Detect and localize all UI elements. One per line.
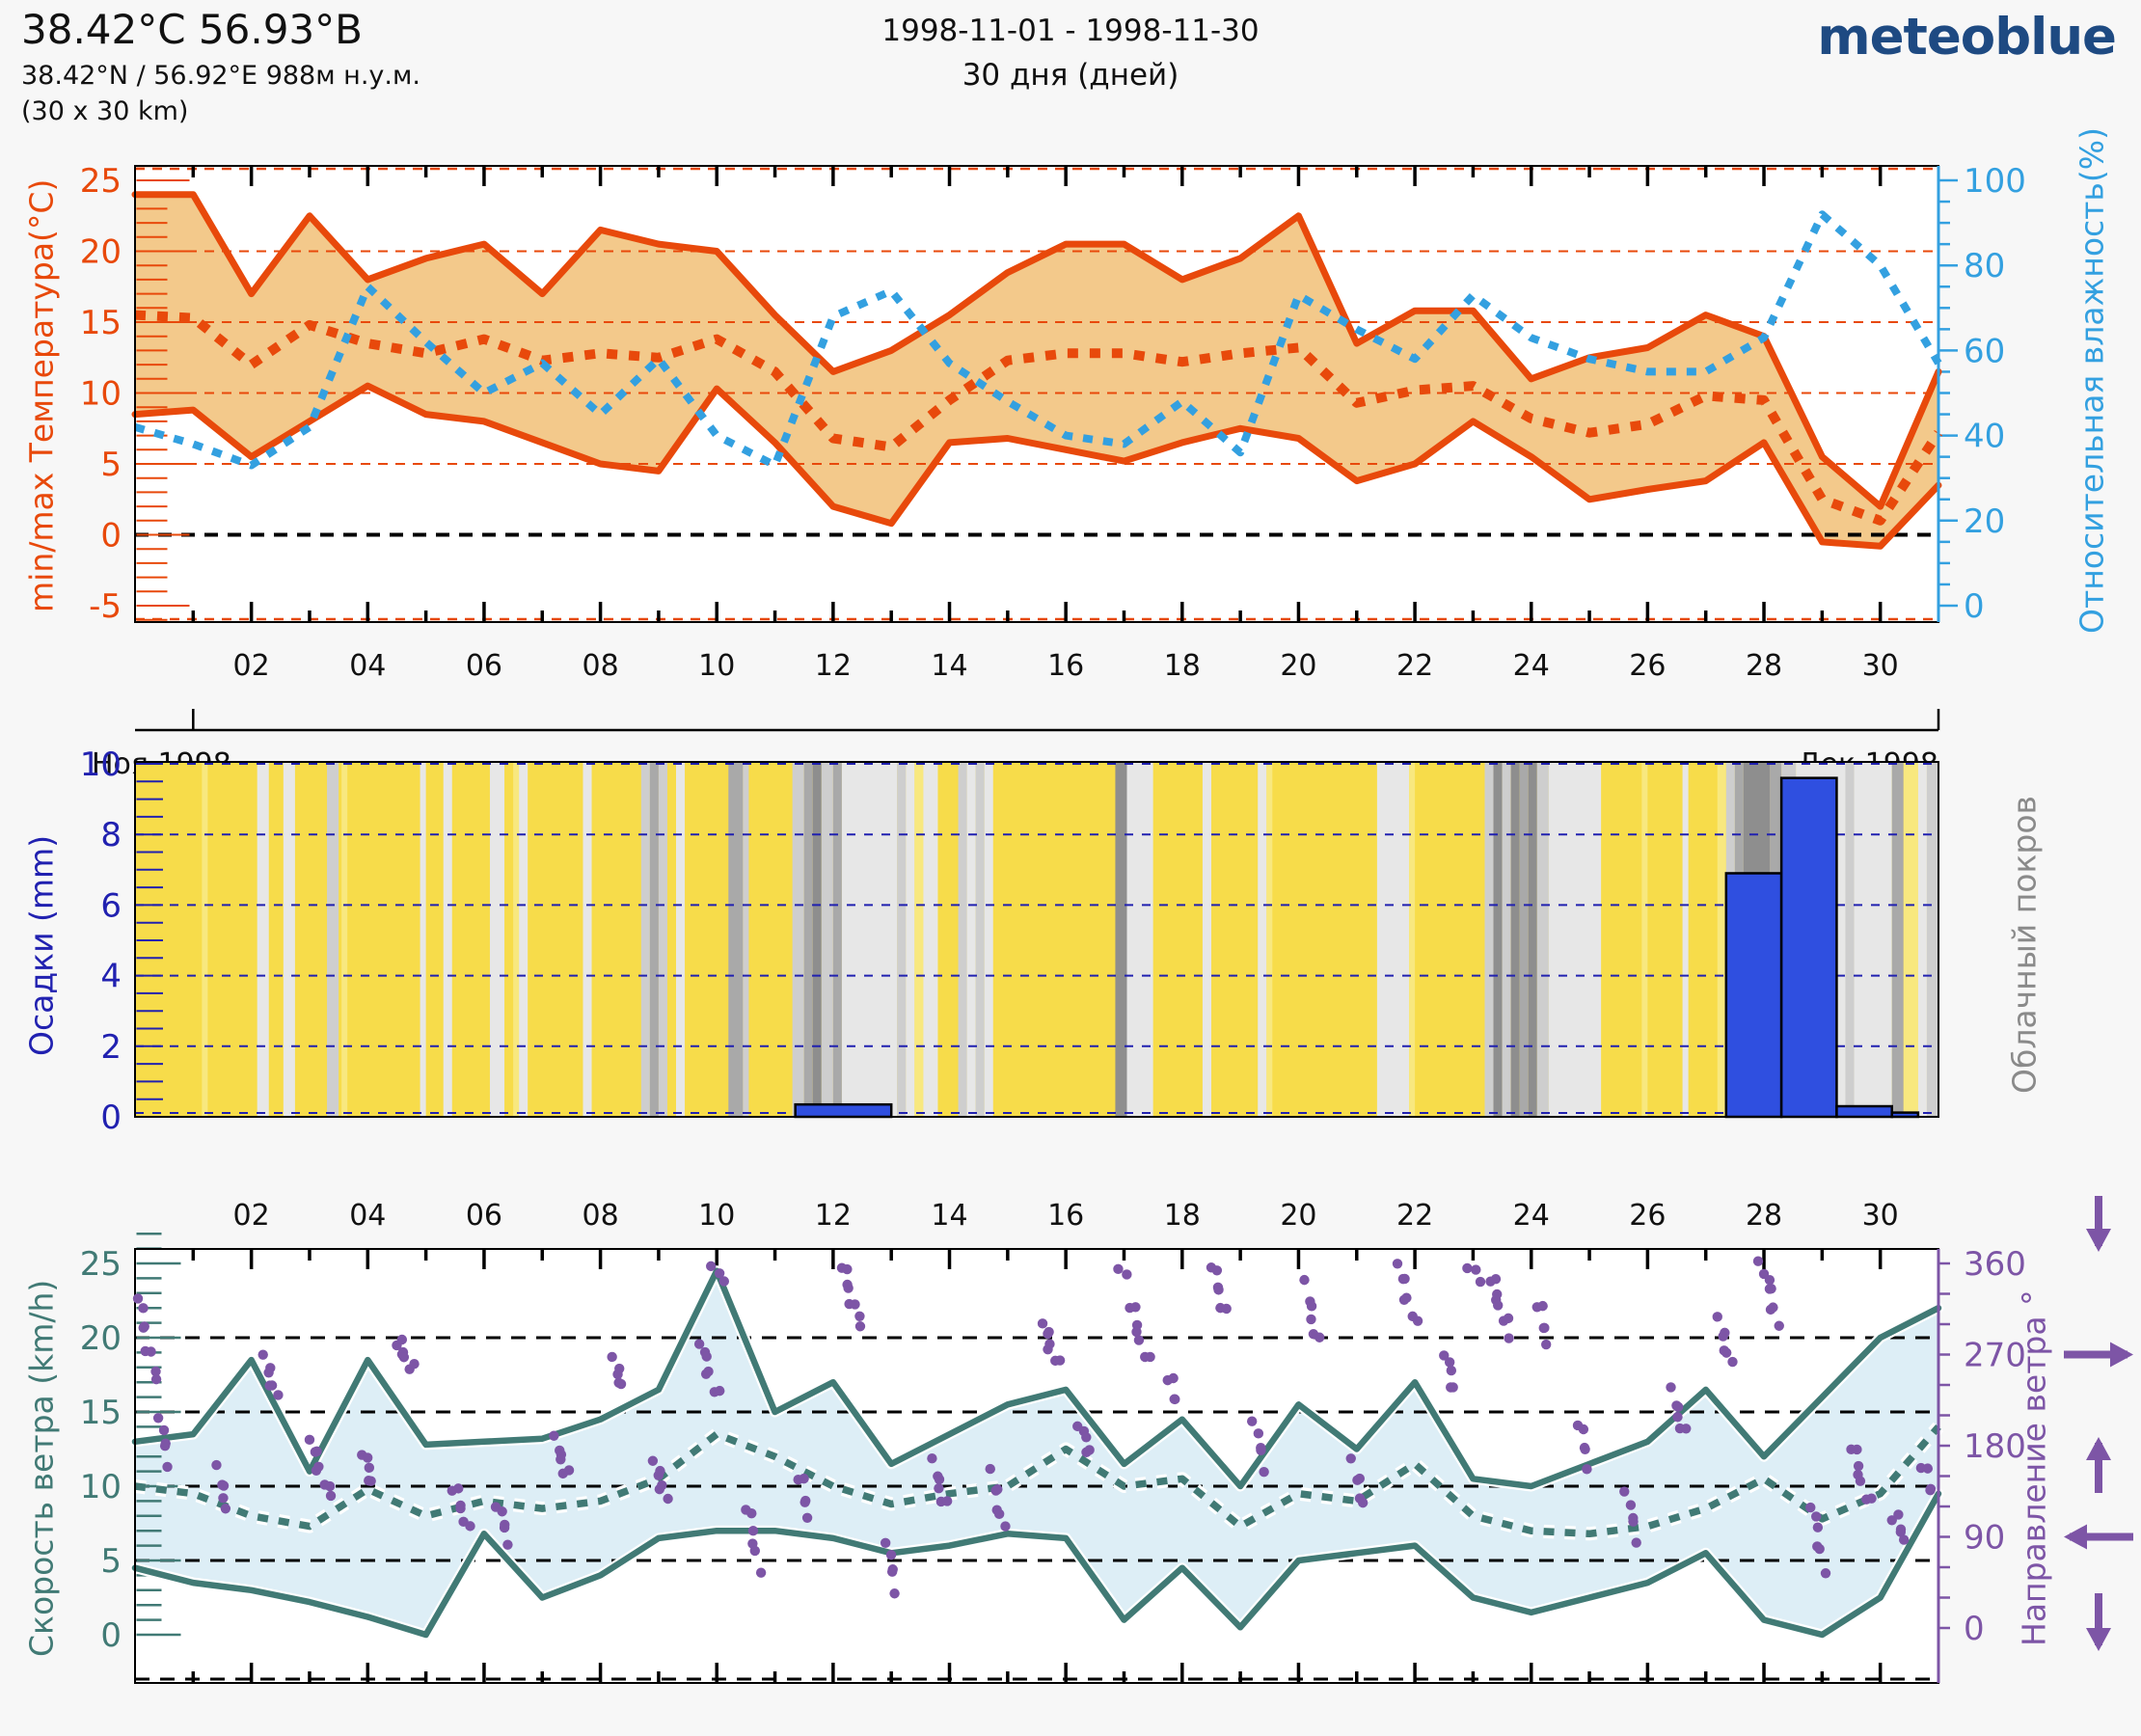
svg-text:16: 16 (1047, 1199, 1084, 1233)
period-block: 1998-11-01 - 1998-11-30 30 дня (дней) (588, 14, 1553, 93)
svg-text:02: 02 (233, 649, 270, 683)
svg-text:08: 08 (582, 649, 618, 683)
svg-text:04: 04 (349, 1199, 386, 1233)
svg-text:20: 20 (1280, 1199, 1316, 1233)
svg-text:10: 10 (80, 1468, 122, 1506)
svg-text:4: 4 (100, 958, 122, 996)
svg-text:04: 04 (349, 649, 386, 683)
svg-text:22: 22 (1396, 1199, 1433, 1233)
svg-text:20: 20 (80, 1319, 122, 1358)
svg-text:0: 0 (100, 517, 122, 556)
svg-text:06: 06 (466, 1199, 502, 1233)
svg-text:16: 16 (1047, 649, 1084, 683)
days-count: 30 дня (дней) (962, 58, 1179, 93)
svg-text:90: 90 (1964, 1519, 2005, 1558)
svg-text:26: 26 (1629, 1199, 1666, 1233)
svg-text:10: 10 (698, 649, 735, 683)
location-block: 38.42°C 56.93°B 38.42°N / 56.92°E 988м н… (21, 6, 420, 126)
precipitation-chart: 10 8 6 4 2 0 (80, 746, 1939, 1137)
svg-text:24: 24 (1513, 1199, 1550, 1233)
svg-text:15: 15 (80, 304, 122, 342)
svg-text:0: 0 (1964, 587, 1985, 626)
wind-direction-arrows (2064, 1196, 2133, 1651)
svg-text:12: 12 (815, 1199, 852, 1233)
svg-text:60: 60 (1964, 332, 2005, 370)
svg-text:26: 26 (1629, 649, 1666, 683)
svg-text:08: 08 (582, 1199, 618, 1233)
svg-text:28: 28 (1746, 649, 1782, 683)
svg-text:20: 20 (80, 233, 122, 272)
date-range: 1998-11-01 - 1998-11-30 (881, 14, 1260, 48)
svg-text:24: 24 (1513, 649, 1550, 683)
winddirection-axis-label: Направление ветра ° (2015, 1289, 2053, 1647)
svg-text:10: 10 (80, 746, 122, 784)
svg-text:40: 40 (1964, 418, 2005, 456)
svg-text:15: 15 (80, 1394, 122, 1432)
wind-direction-dots (132, 1256, 1937, 1599)
svg-text:-5: -5 (89, 587, 122, 626)
location-grid-size: (30 x 30 km) (21, 96, 189, 126)
svg-text:02: 02 (233, 1199, 270, 1233)
svg-text:6: 6 (100, 886, 122, 925)
svg-text:22: 22 (1396, 649, 1433, 683)
svg-text:25: 25 (80, 1245, 122, 1284)
svg-text:270: 270 (1964, 1337, 2026, 1375)
meteoblue-logo: meteoblue (1817, 8, 2117, 67)
svg-text:06: 06 (466, 649, 502, 683)
svg-text:100: 100 (1964, 162, 2026, 201)
svg-text:25: 25 (80, 162, 122, 201)
svg-text:30: 30 (1862, 1199, 1899, 1233)
precipitation-axis-label: Осадки (mm) (22, 834, 61, 1056)
svg-text:180: 180 (1964, 1427, 2026, 1466)
svg-text:12: 12 (815, 649, 852, 683)
cloudcover-axis-label: Облачный покров (2005, 796, 2044, 1095)
svg-text:28: 28 (1746, 1199, 1782, 1233)
svg-text:0: 0 (100, 1616, 122, 1655)
svg-text:20: 20 (1280, 649, 1316, 683)
svg-text:0: 0 (100, 1099, 122, 1137)
windspeed-axis-label: Скорость ветра (km/h) (22, 1279, 61, 1658)
wind-chart: 25 20 15 10 5 0 360 270 180 90 0 02 04 06 08 10 12 14 16 18… (80, 1199, 2026, 1684)
svg-text:10: 10 (698, 1199, 735, 1233)
svg-text:14: 14 (931, 649, 967, 683)
svg-text:30: 30 (1862, 649, 1899, 683)
svg-text:8: 8 (100, 816, 122, 854)
svg-text:80: 80 (1964, 247, 2005, 285)
svg-text:14: 14 (931, 1199, 967, 1233)
location-title: 38.42°C 56.93°B (21, 6, 363, 53)
temperature-axis-label: min/max Температура(°C) (22, 178, 61, 612)
svg-text:360: 360 (1964, 1245, 2026, 1284)
temperature-chart: 25 20 15 10 5 0 -5 100 80 60 40 20 0 02 04 06 08 10 12 14 16… (80, 162, 2026, 781)
location-coordinates: 38.42°N / 56.92°E 988м н.у.м. (21, 61, 420, 91)
humidity-axis-label: Относительная влажность(%) (2073, 127, 2111, 635)
svg-text:10: 10 (80, 375, 122, 414)
svg-text:18: 18 (1164, 649, 1201, 683)
svg-text:5: 5 (100, 1542, 122, 1581)
svg-text:2: 2 (100, 1028, 122, 1067)
svg-text:18: 18 (1164, 1199, 1201, 1233)
svg-text:0: 0 (1964, 1610, 1985, 1648)
svg-text:20: 20 (1964, 502, 2005, 541)
svg-text:5: 5 (100, 446, 122, 484)
